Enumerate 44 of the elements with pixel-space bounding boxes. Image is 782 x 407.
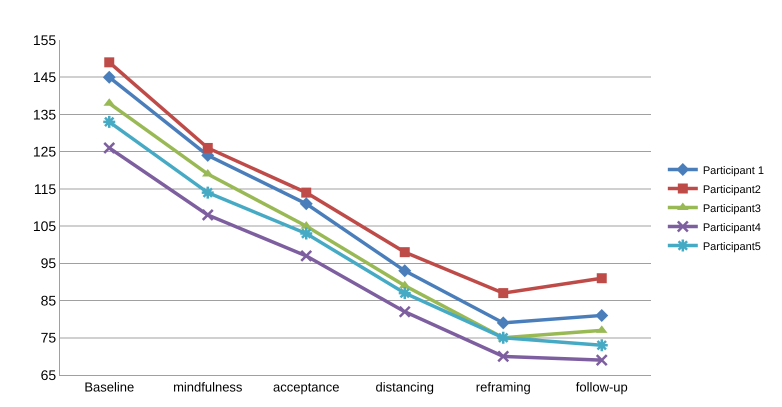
legend-label: Participant 1	[702, 164, 764, 177]
point	[496, 330, 510, 346]
point	[398, 305, 411, 318]
point	[398, 286, 412, 300]
point	[595, 308, 608, 322]
point	[202, 142, 213, 153]
x-tick-label: follow-up	[576, 380, 628, 395]
y-tick-label: 65	[40, 366, 56, 383]
legend-label: Participant5	[702, 240, 761, 253]
x-tick-label: acceptance	[273, 380, 340, 395]
x-tick-label: reframing	[476, 380, 531, 395]
point	[596, 354, 608, 366]
point	[596, 273, 607, 284]
legend-label: Participant4	[702, 222, 761, 234]
point	[398, 264, 412, 278]
x-tick-label: Baseline	[84, 380, 134, 395]
x-tick-label: distancing	[375, 380, 434, 395]
point	[496, 316, 510, 330]
y-tick-label: 85	[40, 292, 56, 308]
y-tick-label: 115	[34, 180, 56, 197]
point	[498, 288, 508, 298]
point	[300, 250, 312, 262]
point	[300, 197, 313, 210]
y-tick-label: 155	[32, 32, 56, 48]
point	[202, 208, 214, 222]
y-tick-label: 75	[40, 330, 56, 346]
point	[400, 247, 410, 258]
point	[102, 70, 116, 84]
point	[103, 142, 116, 154]
y-tick-label: 125	[32, 144, 56, 160]
legend-label: Participant2	[702, 184, 761, 196]
x-tick-label: mindfulness	[173, 380, 243, 395]
point	[301, 188, 312, 198]
y-tick-label: 105	[32, 218, 56, 234]
y-tick-label: 95	[40, 255, 56, 272]
legend-label: Participant3	[702, 202, 761, 215]
point	[299, 226, 314, 241]
point	[104, 57, 114, 68]
point	[200, 185, 215, 200]
point	[497, 350, 510, 363]
point	[102, 114, 116, 130]
point	[594, 338, 609, 352]
y-tick-label: 145	[32, 69, 56, 86]
y-tick-label: 135	[32, 106, 56, 122]
